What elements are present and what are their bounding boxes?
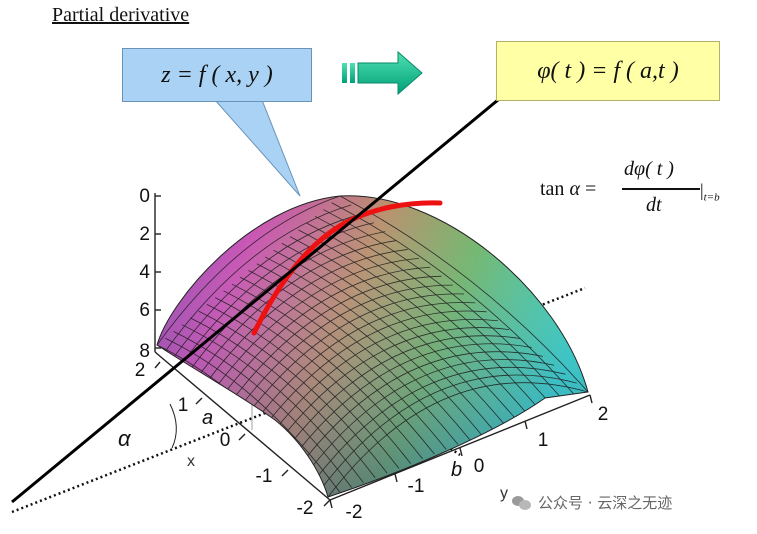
mesh-line [281, 243, 506, 426]
x-tick-0: 2 [135, 360, 146, 381]
mesh-line [312, 367, 566, 484]
mesh-line [264, 256, 482, 436]
axes-frame [154, 193, 593, 509]
mesh-line [327, 382, 588, 498]
x-axis-label: x [187, 453, 195, 470]
restriction-curve [251, 200, 443, 336]
surface-plot [157, 195, 588, 498]
mesh-line [289, 236, 518, 421]
y-tick-0: -2 [346, 502, 363, 523]
watermark-text: 公众号 · 云深之无迹 [538, 494, 673, 512]
mesh-line [165, 337, 341, 493]
mesh-line [249, 302, 476, 429]
x-tick-2: 0 [220, 430, 231, 451]
mesh-line [181, 324, 364, 483]
formula-evaluation: |t=b [700, 180, 720, 204]
wechat-icon [512, 495, 532, 511]
mesh-line [172, 213, 363, 360]
formula-lhs: tan α = [540, 178, 597, 200]
point-b-label: b [451, 459, 462, 481]
point-a-label: a [202, 407, 213, 429]
mesh-line [265, 319, 498, 442]
z-tick-1: 2 [139, 224, 150, 245]
mesh-line [226, 275, 442, 408]
z-tick-3: 6 [139, 300, 150, 321]
z-tick-4: 8 [139, 341, 150, 362]
mesh-line [173, 331, 352, 488]
x-tick-1: 1 [178, 395, 189, 416]
y-tick-3: 1 [538, 430, 549, 451]
z-tick-2: 4 [139, 262, 150, 283]
mesh-line [273, 249, 494, 431]
mesh-line [288, 343, 532, 463]
y-axis-label: y [500, 485, 508, 502]
x-axis-ticks: 2 1 0 -1 -2 [135, 360, 314, 519]
mesh-line [304, 359, 555, 477]
mesh-line [195, 240, 397, 380]
x-tick-4: -2 [297, 498, 314, 519]
mesh-line [339, 195, 588, 393]
mesh-line [203, 249, 408, 387]
alpha-label: α [118, 426, 132, 451]
mesh-line [164, 204, 352, 353]
surface-outline [156, 195, 589, 498]
fraction-bar [622, 188, 700, 190]
tangent-formula: tan α = dφ( t ) dt |t=b [540, 156, 740, 226]
mesh-line [157, 195, 341, 346]
mesh-line [240, 276, 447, 450]
function-text: z = f ( x, y ) [161, 61, 273, 88]
restriction-box: φ( t ) = f ( a,t ) [496, 41, 720, 101]
mesh-line [314, 215, 553, 407]
mesh-line [179, 222, 374, 366]
mesh-line [234, 284, 453, 415]
y-axis-ticks: -2 -1 0 1 2 [346, 404, 609, 523]
y-tick-2: 0 [474, 456, 485, 477]
mesh-line [211, 257, 419, 394]
mesh-line [218, 266, 431, 401]
alpha-arc [169, 403, 177, 449]
formula-denominator: dt [646, 194, 662, 216]
mesh-line [257, 310, 487, 436]
watermark: 公众号 · 云深之无迹 [512, 492, 672, 513]
z-axis-ticks: 0 2 4 6 8 [139, 186, 150, 362]
mesh-line [190, 317, 376, 479]
mesh-line [242, 293, 465, 422]
mesh-line [273, 327, 510, 449]
mesh-line [187, 231, 386, 373]
restriction-text: φ( t ) = f ( a,t ) [537, 57, 679, 84]
x-tick-3: -1 [256, 466, 273, 487]
bubble-tail [213, 99, 301, 197]
mesh-line [231, 283, 435, 455]
mesh-line [319, 374, 577, 491]
function-box: z = f ( x, y ) [122, 48, 312, 102]
y-tick-1: -1 [408, 476, 425, 497]
tangent-line [11, 45, 563, 504]
formula-numerator: dφ( t ) [624, 158, 674, 180]
arrow-icon [342, 50, 423, 96]
page-title: Partial derivative [52, 4, 190, 26]
mesh-line [331, 202, 577, 398]
y-tick-4: 2 [598, 404, 609, 425]
z-tick-0: 0 [139, 186, 150, 207]
mesh-line [323, 209, 565, 402]
mesh-line [281, 335, 521, 456]
mesh-line [296, 351, 543, 470]
